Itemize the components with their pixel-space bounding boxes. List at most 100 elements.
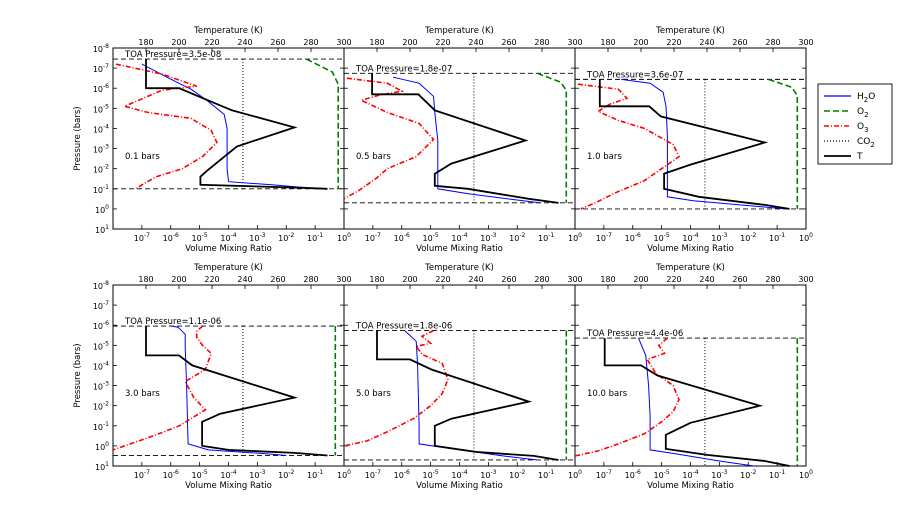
y-tick-label: 10-3: [93, 144, 109, 155]
x-tick-label: 10-5: [192, 232, 208, 243]
x-tick-label: 10-4: [682, 232, 698, 243]
x-tick-label: 10-3: [711, 232, 727, 243]
top-tick-label: 240: [699, 38, 714, 47]
x-tick-label: 10-5: [192, 469, 208, 480]
x-tick-label: 10-2: [509, 232, 525, 243]
y-tick-label: 10-1: [93, 184, 109, 195]
top-axis-title: Temperature (K): [655, 263, 725, 273]
top-tick-label: 260: [732, 38, 747, 47]
h2o-series: [404, 330, 538, 461]
x-tick-label: 100: [799, 469, 813, 480]
x-tick-label: 100: [337, 469, 351, 480]
x-tick-label: 10-6: [394, 232, 410, 243]
top-tick-label: 260: [270, 38, 285, 47]
top-tick-label: 260: [732, 275, 747, 284]
y-tick-label: 10-2: [93, 164, 109, 175]
top-tick-label: 300: [567, 275, 582, 284]
panel-frame: [343, 284, 576, 467]
top-tick-label: 300: [336, 275, 351, 284]
top-tick-label: 220: [204, 275, 219, 284]
panel-5: 10-7 10-6 10-5 10-4 10-3 10-2 10-1 100 180 200 220…: [343, 263, 583, 491]
top-tick-label: 200: [633, 38, 648, 47]
top-tick-label: 200: [402, 38, 417, 47]
top-tick-label: 300: [798, 275, 813, 284]
top-axis-title: Temperature (K): [193, 263, 263, 273]
h2o-series: [392, 76, 541, 204]
top-tick-label: 300: [567, 38, 582, 47]
panel-1: 10-8 10-7 10-6 10-5 10-4 10-3 10-2 10-1 100 101 10…: [73, 26, 352, 254]
y-tick-label: 10-8: [93, 280, 109, 291]
bottom-axis-title: Volume Mixing Ratio: [647, 481, 734, 491]
o3-series: [115, 63, 218, 190]
x-tick-label: 10-7: [365, 232, 381, 243]
x-tick-label: 10-6: [394, 469, 410, 480]
top-tick-label: 260: [270, 275, 285, 284]
top-tick-label: 220: [204, 38, 219, 47]
toa-pressure-label: TOA Pressure=3.5e-08: [124, 50, 221, 60]
x-tick-label: 10-7: [596, 469, 612, 480]
x-tick-label: 10-1: [538, 469, 554, 480]
x-tick-label: 10-2: [740, 469, 756, 480]
legend-label-o3: O3: [857, 122, 869, 134]
top-tick-label: 240: [237, 275, 252, 284]
y-tick-label: 101: [95, 224, 109, 235]
o2-series: [537, 72, 568, 203]
x-tick-label: 10-7: [134, 469, 150, 480]
top-tick-label: 220: [666, 38, 681, 47]
x-tick-label: 10-6: [163, 232, 179, 243]
x-tick-label: 10-1: [769, 469, 785, 480]
top-tick-label: 200: [633, 275, 648, 284]
top-tick-label: 280: [303, 38, 318, 47]
top-axis-title: Temperature (K): [193, 26, 263, 36]
top-tick-label: 180: [138, 275, 153, 284]
bottom-axis-title: Volume Mixing Ratio: [185, 244, 272, 254]
top-tick-label: 300: [336, 38, 351, 47]
temperature-series: [145, 59, 328, 190]
y-tick-label: 10-5: [93, 103, 109, 114]
x-tick-label: 10-4: [451, 232, 467, 243]
x-tick-label: 10-3: [249, 469, 265, 480]
x-tick-label: 10-3: [711, 469, 727, 480]
x-tick-label: 10-3: [480, 469, 496, 480]
x-tick-label: 10-2: [509, 469, 525, 480]
panel-pressure-label: 10.0 bars: [587, 389, 628, 399]
top-axis-title: Temperature (K): [424, 26, 494, 36]
y-tick-label: 10-8: [93, 43, 109, 54]
o3-series: [343, 77, 435, 200]
top-tick-label: 240: [468, 275, 483, 284]
panel-2: 10-7 10-6 10-5 10-4 10-3 10-2 10-1 100 180 200 220…: [343, 26, 583, 254]
top-tick-label: 180: [369, 275, 384, 284]
toa-pressure-label: TOA Pressure=4.4e-06: [586, 329, 683, 339]
top-tick-label: 180: [600, 38, 615, 47]
y-tick-label: 10-4: [93, 123, 109, 134]
top-tick-label: 240: [699, 275, 714, 284]
panel-frame: [574, 284, 807, 467]
top-tick-label: 280: [765, 275, 780, 284]
x-tick-label: 100: [337, 232, 351, 243]
top-tick-label: 180: [369, 38, 384, 47]
legend: H2O O2 O3 CO2 T: [817, 83, 893, 165]
bottom-axis-title: Volume Mixing Ratio: [416, 244, 503, 254]
x-tick-label: 10-5: [654, 232, 670, 243]
x-tick-label: 10-1: [769, 232, 785, 243]
temperature-series: [371, 73, 559, 204]
x-tick-label: 10-2: [740, 232, 756, 243]
top-axis-title: Temperature (K): [424, 263, 494, 273]
legend-label-t: T: [856, 152, 863, 162]
x-tick-label: 10-2: [278, 469, 294, 480]
h2o-series: [638, 337, 755, 467]
y-tick-label: 10-7: [93, 300, 109, 311]
y-tick-label: 100: [95, 441, 109, 452]
panel-pressure-label: 0.5 bars: [356, 152, 391, 162]
bottom-axis-title: Volume Mixing Ratio: [647, 244, 734, 254]
y-tick-label: 10-6: [93, 83, 109, 94]
h2o-series: [621, 78, 786, 210]
top-tick-label: 280: [303, 275, 318, 284]
x-tick-label: 10-6: [163, 469, 179, 480]
panel-4: 10-8 10-7 10-6 10-5 10-4 10-3 10-2 10-1 100 101 10…: [73, 263, 352, 491]
panel-frame: [112, 284, 345, 467]
top-tick-label: 240: [468, 38, 483, 47]
temperature-series: [376, 330, 559, 461]
top-tick-label: 280: [534, 38, 549, 47]
